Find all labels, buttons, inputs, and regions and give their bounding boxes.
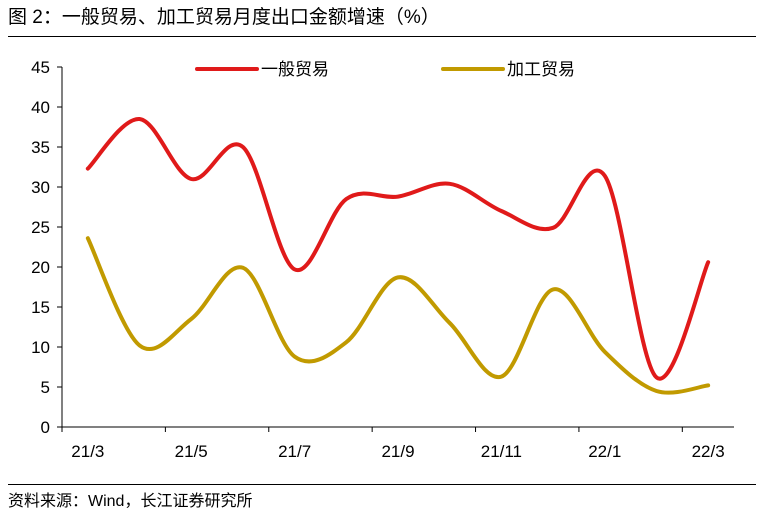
x-tick-label: 22/3 [692, 442, 725, 461]
x-tick-label: 21/3 [71, 442, 104, 461]
x-tick-label: 21/11 [481, 442, 522, 461]
y-tick-label: 40 [31, 98, 50, 117]
source-divider [8, 484, 756, 485]
y-tick-label: 0 [41, 418, 50, 437]
x-tick-label: 21/5 [175, 442, 208, 461]
x-tick-label: 22/1 [588, 442, 621, 461]
chart-axes: 0 5 10 15 20 25 30 35 40 45 21/3 21/5 21/7 21/9 21/11 2… [31, 58, 734, 461]
y-tick-label: 5 [41, 378, 50, 397]
series-line-general-trade [85, 117, 711, 381]
y-tick-label: 10 [31, 338, 50, 357]
y-tick-label: 15 [31, 298, 50, 317]
x-tick-label: 21/9 [381, 442, 414, 461]
y-tick-label: 25 [31, 218, 50, 237]
title-underline [8, 36, 756, 37]
y-tick-label: 20 [31, 258, 50, 277]
series-line-processing-trade [85, 236, 711, 395]
figure-title: 图 2：一般贸易、加工贸易月度出口金额增速（%） [8, 7, 440, 28]
legend-entry-general-trade-label: 一般贸易 [261, 60, 329, 79]
y-tick-label: 30 [31, 178, 50, 197]
chart-legend: 一般贸易 加工贸易 [195, 60, 575, 79]
series-layer [85, 117, 711, 395]
source-note: 资料来源：Wind，长江证券研究所 [8, 493, 253, 510]
legend-entry-processing-trade-label: 加工贸易 [507, 60, 575, 79]
y-tick-label: 45 [31, 58, 50, 77]
y-tick-label: 35 [31, 138, 50, 157]
x-tick-label: 21/7 [278, 442, 311, 461]
